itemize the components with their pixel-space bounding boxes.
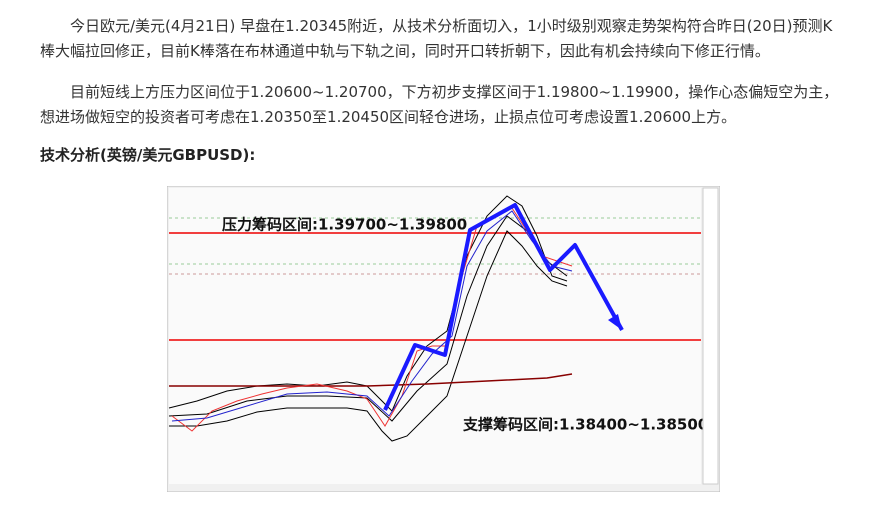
annotation: 压力筹码区间:1.39700~1.39800	[222, 216, 467, 234]
annotation: 支撑筹码区间:1.38400~1.38500	[462, 416, 708, 434]
heading: 技术分析(英镑/美元GBPUSD):	[40, 146, 256, 164]
chart-image: 压力筹码区间:1.39700~1.39800 支撑筹码区间:1.38400~1.…	[167, 186, 720, 492]
paragraph: 目前短线上方压力区间位于1.20600~1.20700，下方初步支撑区间于1.1…	[40, 83, 839, 126]
paragraph: 今日欧元/美元(4月21日) 早盘在1.20345附近，从技术分析面切入，1小时…	[40, 17, 833, 60]
